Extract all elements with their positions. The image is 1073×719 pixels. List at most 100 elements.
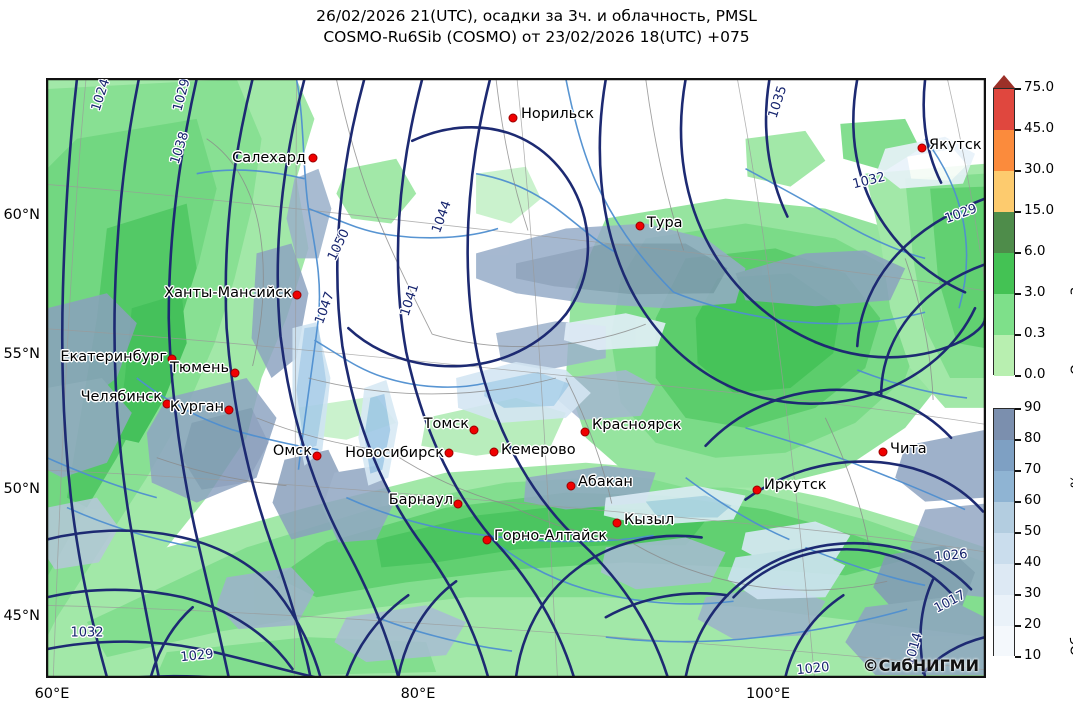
colorbar-segment xyxy=(994,533,1014,564)
colorbar-tick xyxy=(1015,211,1021,213)
admin-borders xyxy=(156,79,934,591)
colorbar-tick xyxy=(1015,501,1021,503)
city-label: Новосибирск xyxy=(345,445,444,461)
precipitation-field xyxy=(47,79,985,677)
city-label: Якутск xyxy=(929,137,982,153)
colorbar-tick xyxy=(1015,129,1021,131)
colorbar-tick xyxy=(1015,439,1021,441)
map-render xyxy=(47,79,985,677)
colorbar-tick-label: 10 xyxy=(1024,647,1042,663)
colorbar-tick-label: 75.0 xyxy=(1024,79,1055,95)
colorbar-tick xyxy=(1015,408,1021,410)
colorbar-tick-label: 0.0 xyxy=(1024,366,1046,382)
colorbar-extend-arrow-top xyxy=(993,395,1015,408)
city-label: Омск xyxy=(272,443,312,459)
city-marker-dot[interactable] xyxy=(162,399,172,409)
city-marker-dot[interactable] xyxy=(167,354,177,364)
city-marker-dot[interactable] xyxy=(612,518,622,528)
city-label: Тура xyxy=(647,215,683,231)
longitude-tick-label: 60°E xyxy=(34,686,70,702)
latitude-tick-label: 60°N xyxy=(3,207,40,223)
city-label: Челябинск xyxy=(80,389,162,405)
colorbar-tick-label: 6.0 xyxy=(1024,243,1046,259)
colorbar-tick xyxy=(1015,594,1021,596)
colorbar-precipitation: 75.0 45.0 30.0 15.0 6.0 3.0 0.3 0.0 Осадки за 3ч… xyxy=(993,75,1073,382)
colorbar-tick-label: 15.0 xyxy=(1024,202,1055,218)
city-label: Кемерово xyxy=(501,442,576,458)
city-label: Курган xyxy=(169,399,224,415)
longitude-tick-label: 80°E xyxy=(400,686,436,702)
city-marker-dot[interactable] xyxy=(752,485,762,495)
city-marker-dot[interactable] xyxy=(312,451,322,461)
colorbar-tick-label: 60 xyxy=(1024,492,1042,508)
colorbar-tick xyxy=(1015,625,1021,627)
city-marker-dot[interactable] xyxy=(878,447,888,457)
city-label: Кызыл xyxy=(624,512,675,528)
colorbar-tick-label: 70 xyxy=(1024,461,1042,477)
colorbar-tick xyxy=(1015,532,1021,534)
colorbar-segment xyxy=(994,471,1014,502)
city-marker-dot[interactable] xyxy=(489,447,499,457)
city-marker-dot[interactable] xyxy=(580,427,590,437)
city-marker-dot[interactable] xyxy=(308,153,318,163)
city-marker-dot[interactable] xyxy=(469,425,479,435)
colorbar-extend-arrow-top xyxy=(993,75,1015,88)
colorbar-segment xyxy=(994,294,1014,335)
city-marker-dot[interactable] xyxy=(482,535,492,545)
map-canvas[interactable]: Норильск Салехард Якутск Тура Ханты-Мансийск… xyxy=(46,78,986,678)
city-label: Норильск xyxy=(521,106,594,122)
colorbar-segment xyxy=(994,89,1014,130)
colorbar-title: Осадки за 3ч., мм xyxy=(1069,243,1073,375)
colorbar-segment xyxy=(994,564,1014,595)
city-label: Абакан xyxy=(578,474,633,490)
colorbar-tick xyxy=(1015,88,1021,90)
colorbar-tick-label: 0.3 xyxy=(1024,325,1046,341)
city-marker-dot[interactable] xyxy=(917,143,927,153)
city-marker-dot[interactable] xyxy=(566,481,576,491)
city-label: Горно-Алтайск xyxy=(494,528,608,544)
city-marker-dot[interactable] xyxy=(508,113,518,123)
colorbar-tick xyxy=(1015,375,1021,377)
colorbar-gradient xyxy=(993,408,1015,657)
city-marker-dot[interactable] xyxy=(635,221,645,231)
colorbar-segment xyxy=(994,502,1014,533)
city-marker-dot[interactable] xyxy=(224,405,234,415)
colorbar-tick-label: 30 xyxy=(1024,585,1042,601)
colorbar-segment xyxy=(994,409,1014,440)
colorbar-segment xyxy=(994,595,1014,626)
colorbar-cloudiness: 90 80 70 60 50 40 30 20 10 Облачность ср. яруса, … xyxy=(993,395,1073,670)
colorbar-tick xyxy=(1015,293,1021,295)
longitude-tick-label: 100°E xyxy=(745,686,791,702)
pmsl-isobars xyxy=(47,79,985,677)
colorbar-segment xyxy=(994,335,1014,376)
copyright-watermark: ©СибНИГМИ xyxy=(862,656,979,675)
colorbar-gradient xyxy=(993,88,1015,376)
colorbar-tick-label: 80 xyxy=(1024,430,1042,446)
colorbar-segment xyxy=(994,130,1014,171)
colorbar-extend-arrow-bottom xyxy=(993,656,1015,669)
colorbar-tick-label: 45.0 xyxy=(1024,120,1055,136)
colorbar-segment xyxy=(994,171,1014,212)
colorbar-segment xyxy=(994,626,1014,657)
city-marker-dot[interactable] xyxy=(444,448,454,458)
latitude-tick-label: 45°N xyxy=(3,608,40,624)
colorbar-tick xyxy=(1015,334,1021,336)
title-line-2: COSMO-Ru6Sib (COSMO) от 23/02/2026 18(UT… xyxy=(323,28,750,46)
city-marker-dot[interactable] xyxy=(292,290,302,300)
city-label: Красноярск xyxy=(592,417,682,433)
colorbar-tick xyxy=(1015,252,1021,254)
city-marker-dot[interactable] xyxy=(453,499,463,509)
colorbar-tick-label: 90 xyxy=(1024,399,1042,415)
colorbar-tick-label: 3.0 xyxy=(1024,284,1046,300)
city-label: Тюмень xyxy=(170,360,229,376)
isobar-value-label: 1032 xyxy=(70,625,104,641)
latitude-tick-label: 50°N xyxy=(3,481,40,497)
colorbar-tick xyxy=(1015,170,1021,172)
latitude-tick-label: 55°N xyxy=(3,346,40,362)
city-marker-dot[interactable] xyxy=(230,368,240,378)
colorbar-tick xyxy=(1015,470,1021,472)
colorbar-tick-label: 40 xyxy=(1024,554,1042,570)
colorbar-tick xyxy=(1015,656,1021,658)
chart-title: 26/02/2026 21(UTC), осадки за 3ч. и обла… xyxy=(0,6,1073,48)
